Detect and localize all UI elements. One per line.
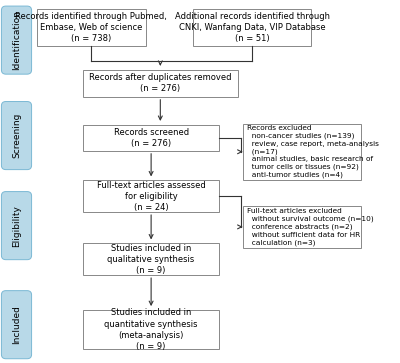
Text: Included: Included — [12, 305, 21, 344]
FancyBboxPatch shape — [83, 125, 219, 151]
FancyBboxPatch shape — [243, 205, 361, 248]
FancyBboxPatch shape — [37, 9, 146, 46]
Text: Records screened
(n = 276): Records screened (n = 276) — [114, 128, 189, 148]
FancyBboxPatch shape — [2, 6, 32, 74]
Text: Records excluded
  non-cancer studies (n=139)
  review, case report, meta-analys: Records excluded non-cancer studies (n=1… — [248, 125, 379, 178]
FancyBboxPatch shape — [194, 9, 311, 46]
FancyBboxPatch shape — [83, 70, 238, 97]
FancyBboxPatch shape — [243, 124, 361, 180]
Text: Eligibility: Eligibility — [12, 205, 21, 246]
Text: Studies included in
qualitative synthesis
(n = 9): Studies included in qualitative synthesi… — [108, 244, 195, 275]
Text: Identification: Identification — [12, 10, 21, 70]
FancyBboxPatch shape — [83, 310, 219, 349]
Text: Full-text articles assessed
for eligibility
(n = 24): Full-text articles assessed for eligibil… — [97, 181, 206, 212]
FancyBboxPatch shape — [2, 192, 32, 260]
Text: Studies included in
quantitative synthesis
(meta-analysis)
(n = 9): Studies included in quantitative synthes… — [104, 309, 198, 351]
Text: Records after duplicates removed
(n = 276): Records after duplicates removed (n = 27… — [89, 73, 232, 93]
Text: Records identified through Pubmed,
Embase, Web of science
(n = 738): Records identified through Pubmed, Embas… — [16, 12, 167, 43]
Text: Additional records identified through
CNKI, Wanfang Data, VIP Database
(n = 51): Additional records identified through CN… — [175, 12, 330, 43]
Text: Screening: Screening — [12, 113, 21, 158]
FancyBboxPatch shape — [83, 180, 219, 212]
FancyBboxPatch shape — [2, 291, 32, 359]
Text: Full-text articles excluded
  without survival outcome (n=10)
  conference abstr: Full-text articles excluded without surv… — [248, 208, 374, 246]
FancyBboxPatch shape — [2, 102, 32, 170]
FancyBboxPatch shape — [83, 244, 219, 275]
